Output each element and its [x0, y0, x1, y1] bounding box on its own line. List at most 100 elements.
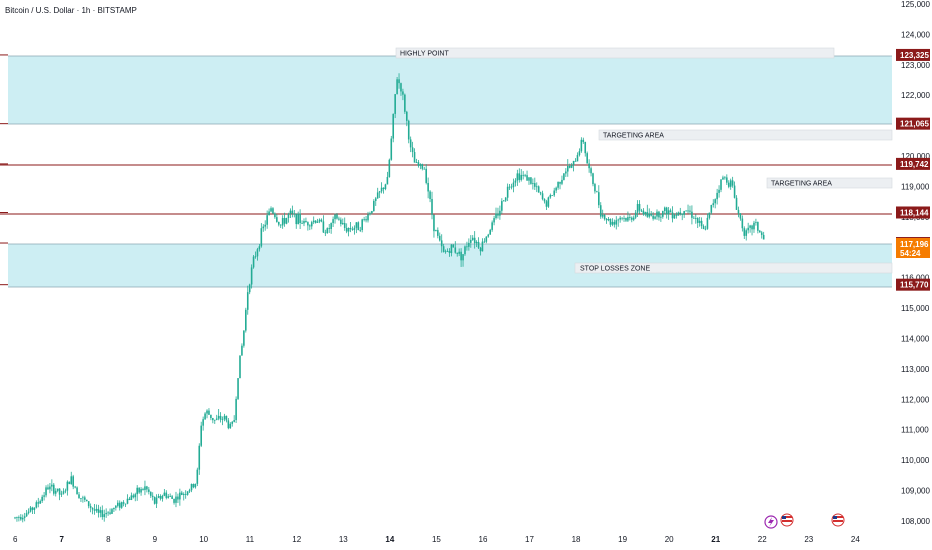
candle-body [167, 496, 170, 498]
candle-body [70, 476, 73, 485]
candle-body [72, 476, 74, 487]
candle-body [16, 517, 18, 518]
candle-body [157, 496, 160, 498]
candle-body [330, 223, 332, 229]
candle-body [277, 221, 280, 225]
candle-body [64, 490, 67, 492]
candle-body [76, 487, 78, 495]
us-flag-event-icon-2[interactable] [831, 513, 845, 527]
annotation-targeting-area-2[interactable]: TARGETING AREA [766, 177, 893, 189]
candle-body [264, 224, 267, 227]
candle-body [559, 181, 561, 184]
annotation-highly-point[interactable]: HIGHLY POINT [395, 47, 835, 59]
candle-body [287, 213, 290, 218]
candle-body [151, 495, 154, 497]
annotation-stop-losses-zone[interactable]: STOP LOSSES ZONE [574, 262, 893, 274]
candle-body [14, 517, 16, 519]
flash-event-icon[interactable] [764, 515, 778, 529]
candle-body [130, 495, 133, 500]
candle-body [640, 210, 643, 212]
candle-body [506, 186, 509, 198]
candle-body [642, 210, 645, 215]
candle-body [54, 490, 57, 494]
candle-body [343, 223, 346, 228]
candle-body [516, 173, 519, 181]
candle-body [303, 221, 305, 224]
candle-body [599, 205, 602, 217]
candle-body [353, 227, 356, 230]
candle-body [51, 484, 53, 487]
candle-body [601, 214, 604, 217]
x-tick-label: 17 [525, 535, 534, 544]
candle-body [568, 165, 571, 168]
candle-body [745, 230, 748, 236]
candle-body [233, 420, 235, 422]
level-tag-value: 115,770 [900, 281, 929, 290]
candle-body [41, 496, 43, 502]
candle-body [246, 292, 249, 310]
candle-body [590, 168, 592, 174]
candle-body [212, 418, 214, 421]
candle-body [347, 227, 350, 232]
candle-body [128, 498, 131, 500]
candle-body [470, 239, 472, 243]
current-price-value: 117,196 [900, 240, 929, 249]
candle-body [654, 216, 656, 219]
candle-body [739, 213, 742, 219]
candle-body [578, 151, 581, 156]
candle-body [452, 244, 455, 248]
candle-body [225, 415, 228, 421]
y-tick-label: 110,000 [901, 456, 930, 465]
candle-body [660, 216, 662, 218]
candle-body [97, 508, 100, 513]
candle-body [712, 203, 715, 205]
candle-body [66, 481, 69, 491]
candle-body [341, 223, 344, 225]
candle-body [710, 204, 713, 213]
candle-body [619, 217, 621, 220]
candle-body [181, 492, 183, 495]
candle-body [78, 494, 80, 499]
candle-body [37, 502, 40, 504]
candle-body [56, 488, 59, 491]
candle-body [617, 219, 620, 221]
candle-body [594, 184, 596, 192]
candle-body [755, 222, 757, 223]
candle-body [21, 517, 24, 520]
candle-body [731, 180, 734, 186]
candle-body [103, 514, 106, 518]
x-tick-label: 6 [13, 535, 18, 544]
candle-body [404, 94, 406, 112]
candle-body [535, 186, 538, 188]
candle-body [460, 251, 462, 261]
candle-body [722, 177, 724, 180]
candle-body [243, 330, 245, 346]
candle-body [142, 489, 144, 490]
candle-body [526, 175, 528, 181]
candle-body [495, 213, 497, 219]
current-price-countdown: 54:24 [900, 249, 921, 258]
price-axis[interactable]: 125,000124,000123,000122,000121,000120,0… [901, 0, 930, 526]
candle-body [644, 212, 647, 215]
candle-body [543, 199, 546, 202]
candle-body [173, 498, 175, 503]
us-flag-event-icon[interactable] [780, 513, 794, 527]
level-tag: 121,065 [896, 117, 930, 130]
annotation-targeting-area-1[interactable]: TARGETING AREA [598, 129, 893, 141]
candle-body [295, 214, 298, 225]
candle-body [27, 511, 30, 514]
candle-body [607, 218, 610, 221]
candle-body [582, 139, 585, 143]
candle-body [328, 228, 331, 229]
candle-body [47, 487, 49, 490]
candle-body [677, 212, 680, 216]
time-axis[interactable]: 6 7 8 9 10 11 12 13 14 15 16 17 18 19 20 21 22 23 24 [13, 535, 860, 544]
candle-body [122, 502, 125, 504]
candle-body [378, 191, 381, 193]
candle-body [334, 214, 336, 220]
candle-body [724, 177, 726, 179]
candle-body [293, 213, 296, 215]
candle-body [291, 210, 294, 214]
candle-body [524, 174, 526, 176]
